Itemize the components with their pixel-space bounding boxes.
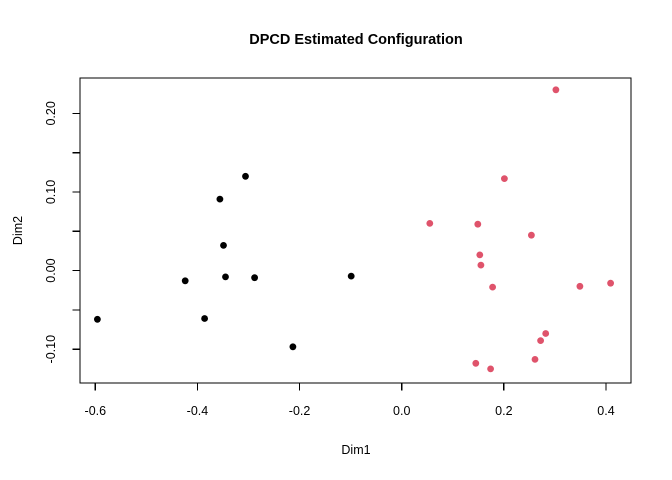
x-tick-label: 0.4 <box>597 404 614 418</box>
data-points <box>94 86 614 373</box>
data-point <box>216 195 224 203</box>
data-point <box>477 261 485 269</box>
y-tick-label: 0.10 <box>44 180 58 204</box>
data-point <box>94 315 101 323</box>
y-axis: -0.10 0.00 0.10 0.20 <box>44 101 80 363</box>
data-point <box>487 365 494 373</box>
series-cluster-black <box>94 172 355 351</box>
data-point <box>537 337 544 344</box>
plot-box <box>79 77 632 384</box>
data-point <box>528 231 535 239</box>
data-point <box>289 343 297 351</box>
data-point <box>501 175 508 183</box>
data-point <box>489 283 496 291</box>
data-point <box>576 282 584 290</box>
data-point <box>222 273 229 281</box>
y-axis-label: Dim2 <box>11 216 25 245</box>
data-point <box>181 277 189 285</box>
data-point <box>476 251 484 259</box>
x-tick-label: 0.2 <box>495 404 512 418</box>
data-point <box>220 242 227 249</box>
y-tick-label: 0.20 <box>44 101 58 125</box>
x-tick-label: -0.4 <box>187 404 209 418</box>
x-tick-label: 0.0 <box>393 404 410 418</box>
data-point <box>552 86 560 94</box>
data-point <box>426 220 434 227</box>
data-point <box>607 279 614 287</box>
x-tick-label: -0.6 <box>85 404 107 418</box>
data-point <box>531 356 539 363</box>
x-axis-label: Dim1 <box>341 443 370 457</box>
y-tick-label: -0.10 <box>44 335 58 364</box>
data-point <box>474 220 482 228</box>
data-point <box>242 172 249 180</box>
x-axis: -0.6 -0.4 -0.2 0.0 0.2 0.4 <box>85 383 615 418</box>
data-point <box>251 274 258 282</box>
y-tick-label: 0.00 <box>44 258 58 282</box>
data-point <box>542 330 550 337</box>
series-cluster-rose <box>426 86 614 373</box>
data-point <box>201 315 209 322</box>
chart-title: DPCD Estimated Configuration <box>249 32 462 48</box>
x-tick-label: -0.2 <box>289 404 311 418</box>
data-point <box>347 272 355 280</box>
data-point <box>472 359 480 367</box>
